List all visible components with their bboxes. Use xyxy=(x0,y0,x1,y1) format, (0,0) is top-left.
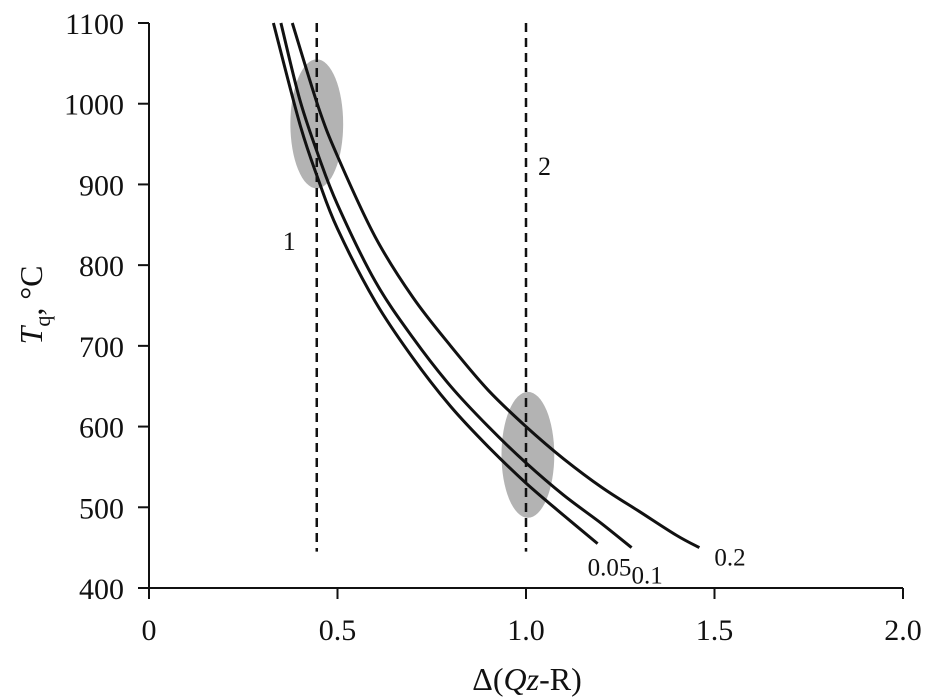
y-tick-label: 700 xyxy=(79,331,124,364)
y-tick-label: 800 xyxy=(79,250,124,283)
series-line-0.2 xyxy=(290,22,701,549)
curve-label: 0.05 xyxy=(588,555,632,582)
x-tick-label: 1.0 xyxy=(507,614,545,647)
curve-label: 0.2 xyxy=(714,545,745,572)
x-tick-label: 0 xyxy=(142,614,157,647)
highlight-ellipse xyxy=(501,391,555,518)
series-line-0.05 xyxy=(271,22,599,545)
series-line-0.1 xyxy=(279,22,633,549)
curve-label: 0.1 xyxy=(632,563,663,590)
y-tick-label: 1000 xyxy=(64,89,124,122)
y-axis-ticks: 400 500 600 700 800 900 1000 1100 xyxy=(64,8,149,606)
series-curves xyxy=(271,22,701,549)
x-axis-title: Δ(Qz-R) xyxy=(472,661,581,697)
x-tick-label: 0.5 xyxy=(319,614,357,647)
x-tick-label: 2.0 xyxy=(884,614,922,647)
reference-line-label: 2 xyxy=(538,152,551,181)
highlight-regions xyxy=(290,59,555,518)
reference-lines xyxy=(315,23,528,552)
reference-line-label: 1 xyxy=(283,227,296,256)
y-tick-label: 600 xyxy=(79,412,124,445)
highlight-ellipse xyxy=(290,59,344,189)
annotation-labels: 0.05 0.1 0.2 1 2 xyxy=(283,152,746,590)
y-tick-label: 400 xyxy=(79,573,124,606)
y-tick-label: 1100 xyxy=(65,8,124,41)
y-axis-title: Tq, °C xyxy=(13,266,55,345)
y-tick-label: 500 xyxy=(79,492,124,525)
y-tick-label: 900 xyxy=(79,169,124,202)
x-tick-label: 1.5 xyxy=(696,614,734,647)
x-axis-ticks: 0 0.5 1.0 1.5 2.0 xyxy=(142,588,922,647)
